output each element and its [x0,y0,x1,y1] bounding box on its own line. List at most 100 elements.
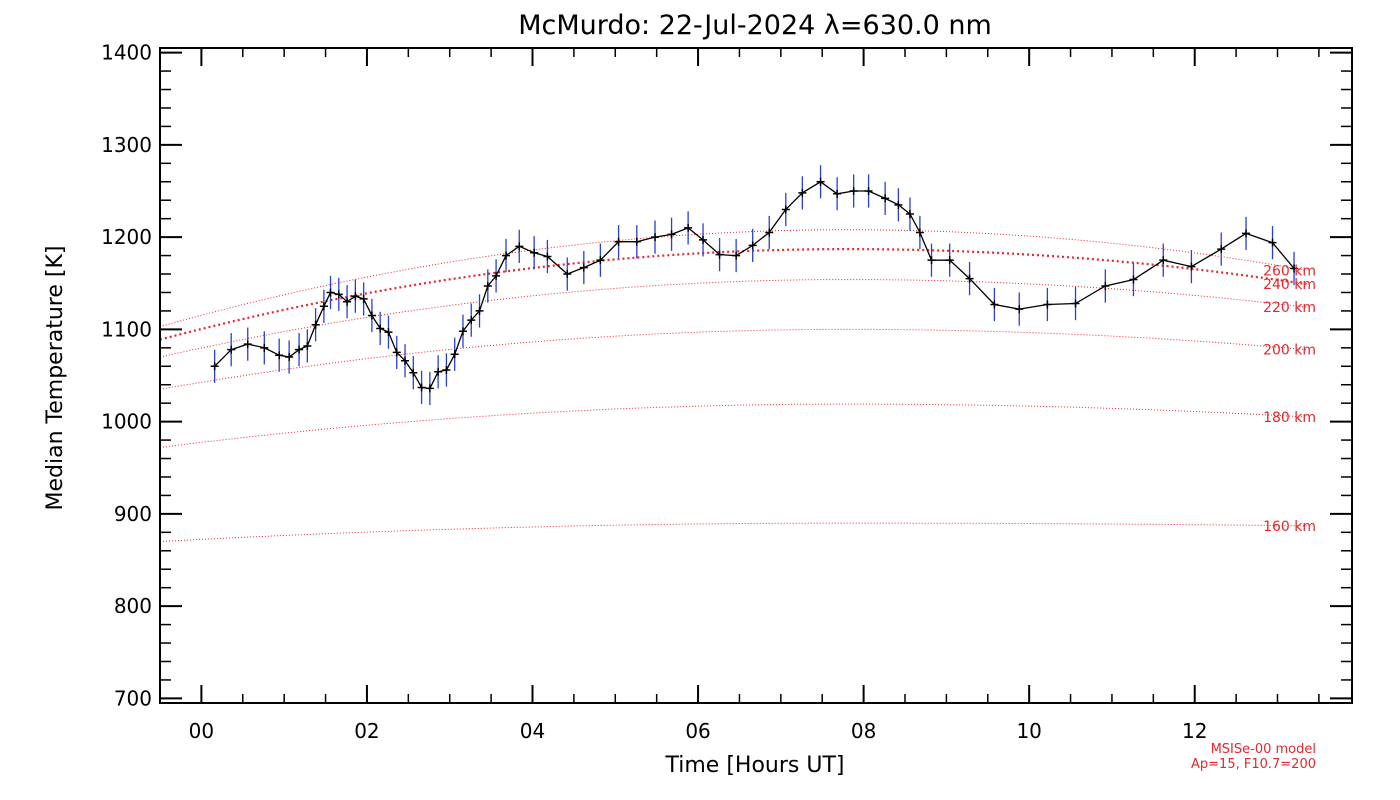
x-tick-label: 10 [1016,719,1041,743]
data-point [409,368,418,377]
model-curves [159,229,1307,543]
data-point [1290,264,1299,273]
plot-axes: 00 02 04 06 08 10 12 700 800 900 1000 1100 1200 1300 1… [101,41,1353,743]
data-point [260,343,269,352]
data-point [359,294,368,303]
model-note-line-2: Ap=15, F10.7=200 [1191,757,1316,772]
data-markers [210,177,1299,393]
data-point [915,228,924,237]
data-point [285,353,294,362]
data-point [849,186,858,195]
data-point [781,205,790,214]
y-tick-label: 1100 [101,317,152,341]
data-point [515,242,524,251]
data-point [563,270,572,279]
x-tick-label: 02 [354,719,379,743]
data-point [684,223,693,232]
data-point [458,327,467,336]
data-series [214,181,1295,390]
data-point [502,251,511,260]
data-point [927,256,936,265]
data-point [417,383,426,392]
data-point [1159,256,1168,265]
data-point [1043,300,1052,309]
y-tick-label: 1200 [101,225,152,249]
data-point [227,345,236,354]
data-point [596,256,605,265]
x-tick-label: 06 [685,719,710,743]
data-point [881,194,890,203]
data-point [816,177,825,186]
data-point [492,271,501,280]
x-tick-label: 00 [189,719,214,743]
data-point [965,274,974,283]
y-tick-label: 800 [114,594,152,618]
model-curve [159,248,1307,341]
data-point [748,241,757,250]
series-line [214,181,1295,390]
data-point [303,341,312,350]
data-point [326,288,335,297]
data-point [651,233,660,242]
data-point [319,302,328,311]
data-point [765,228,774,237]
model-curve-label: 160 km [1263,519,1316,535]
data-point [1071,299,1080,308]
x-tick-label: 08 [851,719,876,743]
model-curve [159,279,1307,358]
data-point [483,282,492,291]
error-bars [213,165,1295,406]
model-note-line-1: MSISe-00 model [1211,742,1316,757]
data-point [467,316,476,325]
data-point [243,340,252,349]
model-curve [159,403,1307,448]
data-point [1015,305,1024,314]
data-point [833,189,842,198]
data-point [275,351,284,360]
data-point [894,200,903,209]
data-point [442,365,451,374]
data-point [295,345,304,354]
data-point [990,300,999,309]
model-curve [159,522,1307,543]
y-tick-label: 1000 [101,410,152,434]
data-point [311,320,320,329]
y-tick-label: 700 [114,686,152,710]
plot-frame [159,47,1353,704]
data-point [450,350,459,359]
data-point [1268,238,1277,247]
x-tick-label: 04 [520,719,545,743]
data-point [1242,229,1251,238]
data-point [376,324,385,333]
data-point [475,306,484,315]
data-point [1187,262,1196,271]
y-tick-label: 1300 [101,133,152,157]
data-point [530,248,539,257]
data-point [732,251,741,260]
model-curve [159,328,1307,390]
model-curve-label: 240 km [1263,277,1316,293]
data-point [864,186,873,195]
y-axis-label: Median Temperature [K] [43,246,68,511]
data-point [367,311,376,320]
data-point [210,362,219,371]
data-point [343,297,352,306]
model-curve-label: 200 km [1263,343,1316,359]
data-point [401,356,410,365]
y-tick-label: 900 [114,502,152,526]
data-point [334,290,343,299]
chart-title: McMurdo: 22-Jul-2024 λ=630.0 nm [518,10,992,41]
data-point [351,292,360,301]
data-point [384,328,393,337]
data-point [798,188,807,197]
data-point [905,210,914,219]
x-axis-label: Time [Hours UT] [665,753,845,778]
y-tick-label: 1400 [101,41,152,65]
data-point [715,250,724,259]
model-curve-label: 220 km [1263,300,1316,316]
data-point [699,235,708,244]
data-point [579,263,588,272]
data-point [667,230,676,239]
